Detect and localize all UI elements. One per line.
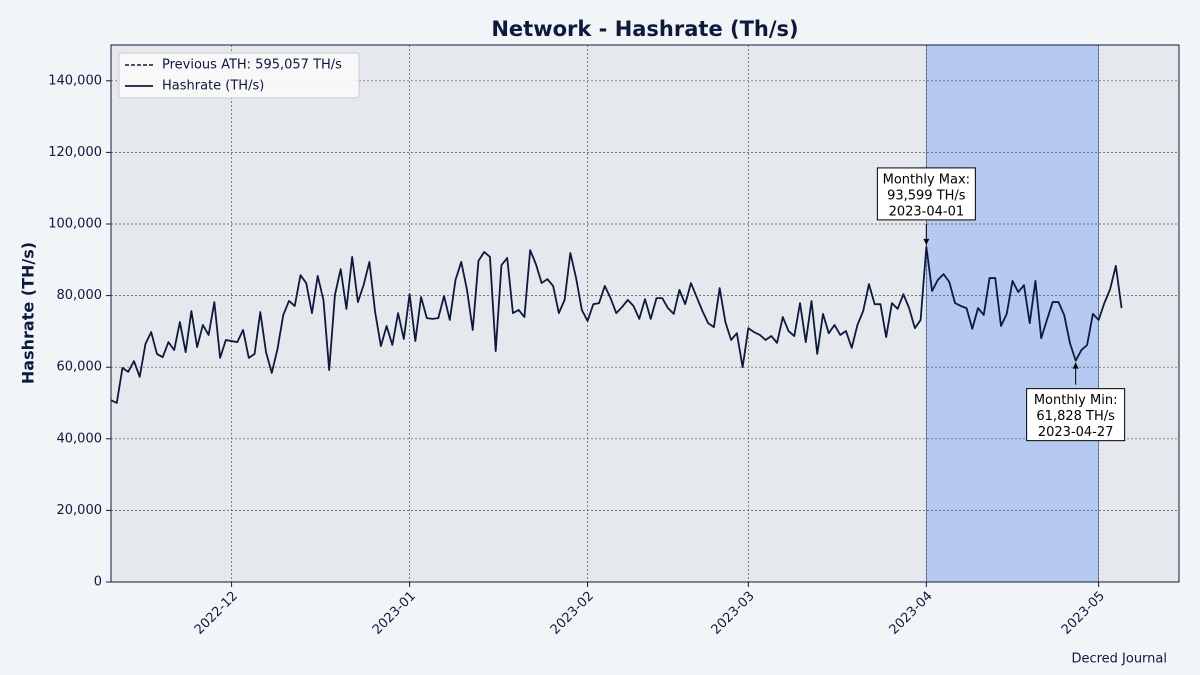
annotation-text: 61,828 TH/s	[1036, 409, 1115, 424]
x-tick-label: 2023-03	[709, 589, 758, 638]
legend-label: Previous ATH: 595,057 TH/s	[162, 58, 342, 73]
annotation-text: 93,599 TH/s	[887, 188, 966, 203]
x-tick-label: 2023-05	[1059, 589, 1108, 638]
data-line	[111, 246, 1123, 404]
y-tick-label: 120,000	[48, 145, 102, 160]
x-tick-label: 2023-04	[887, 589, 936, 638]
x-tick-label: 2023-02	[548, 589, 597, 638]
chart-title: Network - Hashrate (Th/s)	[491, 17, 798, 41]
y-tick-label: 0	[94, 575, 102, 590]
x-tick-label: 2022-12	[192, 589, 241, 638]
source: Decred Journal	[1071, 652, 1167, 667]
legend-box	[118, 52, 360, 99]
plot-layer	[111, 45, 1179, 582]
annotation-text: Monthly Max:	[883, 172, 970, 187]
annotation-text: 2023-04-27	[1038, 425, 1114, 440]
highlight-span	[925, 45, 1100, 582]
legend-label: Hashrate (TH/s)	[162, 79, 264, 94]
y-axis-label: Hashrate (TH/s)	[19, 242, 38, 384]
y-tick-label: 40,000	[57, 431, 103, 446]
y-tick-label: 100,000	[48, 217, 102, 232]
annotation-text: 2023-04-01	[889, 204, 965, 219]
y-tick-label: 80,000	[57, 288, 103, 303]
annotation-box	[1026, 388, 1126, 442]
annotation-text: Monthly Min:	[1034, 393, 1118, 408]
x-tick-label: 2023-01	[370, 589, 419, 638]
y-tick-label: 140,000	[48, 73, 102, 88]
y-tick-label: 60,000	[57, 360, 103, 375]
legend: Previous ATH: 595,057 TH/s Hashrate (TH/s…	[118, 52, 360, 99]
annotation-box	[876, 167, 976, 221]
y-tick-label: 20,000	[57, 503, 103, 518]
annotation-arrowhead	[923, 238, 930, 245]
annotation-arrowhead	[1072, 362, 1079, 369]
plot-frame	[110, 44, 1180, 583]
